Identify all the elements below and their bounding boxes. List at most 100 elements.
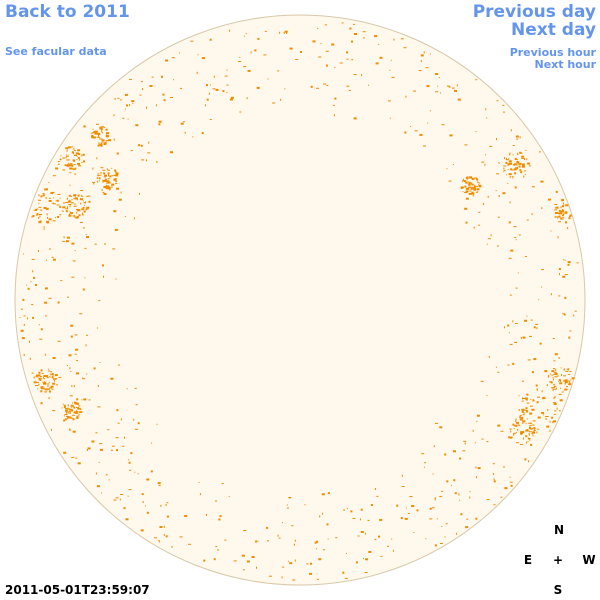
facula-speckle <box>480 380 484 382</box>
facula-speckle <box>310 85 313 88</box>
facula-speckle <box>564 381 568 384</box>
facula-speckle <box>68 214 72 217</box>
facula-speckle <box>522 398 525 399</box>
facula-speckle <box>551 370 555 373</box>
facula-speckle <box>98 180 100 182</box>
facula-speckle <box>474 442 476 444</box>
facula-speckle <box>306 563 309 565</box>
facula-speckle <box>135 428 138 430</box>
facula-speckle <box>148 141 150 144</box>
facula-speckle <box>165 504 167 506</box>
facula-speckle <box>61 210 64 212</box>
facula-speckle <box>272 102 276 104</box>
facula-speckle <box>469 176 473 179</box>
facula-speckle <box>465 177 468 180</box>
see-facular-data-link[interactable]: See facular data <box>5 45 107 58</box>
facula-speckle <box>434 497 436 500</box>
facula-speckle <box>512 164 516 166</box>
facula-speckle <box>319 515 321 518</box>
facula-speckle <box>242 569 245 571</box>
facula-speckle <box>536 401 539 404</box>
facula-speckle <box>93 367 96 370</box>
facula-speckle <box>504 156 506 159</box>
facula-speckle <box>84 204 85 206</box>
facula-speckle <box>47 370 50 372</box>
facula-speckle <box>524 174 526 176</box>
facula-speckle <box>33 381 37 384</box>
facula-speckle <box>514 186 517 189</box>
facula-speckle <box>105 134 109 137</box>
facula-speckle <box>226 69 228 71</box>
facula-speckle <box>42 194 45 197</box>
facula-speckle <box>77 407 80 410</box>
facula-speckle <box>282 566 285 568</box>
facula-speckle <box>98 300 101 302</box>
facula-speckle <box>518 425 520 427</box>
facula-speckle <box>346 51 349 54</box>
facula-speckle <box>368 84 369 86</box>
facula-speckle <box>407 512 410 514</box>
facula-speckle <box>57 301 60 304</box>
facula-speckle <box>67 408 71 410</box>
facula-speckle <box>496 138 497 141</box>
facula-speckle <box>522 420 526 423</box>
facula-speckle <box>98 461 100 463</box>
facula-speckle <box>162 93 165 96</box>
facula-speckle <box>132 102 134 104</box>
facula-speckle <box>56 384 59 386</box>
facula-speckle <box>346 508 348 510</box>
facula-speckle <box>238 61 242 62</box>
facula-speckle <box>52 258 56 261</box>
facula-speckle <box>43 377 44 379</box>
facula-speckle <box>219 515 222 518</box>
facula-speckle <box>77 149 81 152</box>
facula-speckle <box>101 492 102 494</box>
facula-speckle <box>459 457 462 460</box>
facula-speckle <box>488 355 490 358</box>
facula-speckle <box>506 157 507 160</box>
facula-speckle <box>228 495 230 497</box>
facula-speckle <box>539 342 542 345</box>
facula-speckle <box>179 52 180 54</box>
facula-speckle <box>78 407 81 409</box>
previous-hour-link[interactable]: Previous hour <box>509 46 596 59</box>
back-to-year-link[interactable]: Back to 2011 <box>5 2 130 22</box>
facula-speckle <box>505 174 507 176</box>
facula-speckle <box>331 43 335 46</box>
facula-speckle <box>104 174 107 177</box>
previous-day-link[interactable]: Previous day <box>472 2 596 22</box>
facula-speckle <box>521 432 523 435</box>
facula-speckle <box>465 190 469 193</box>
facula-speckle <box>476 414 480 417</box>
facula-speckle <box>79 158 81 161</box>
facula-speckle <box>46 259 47 261</box>
facula-speckle <box>522 422 524 424</box>
facula-speckle <box>184 131 186 134</box>
facula-speckle <box>103 275 104 278</box>
facula-speckle <box>111 167 113 169</box>
facula-speckle <box>391 76 395 78</box>
facula-speckle <box>76 159 78 161</box>
facula-speckle <box>66 149 68 152</box>
facula-speckle <box>78 214 81 217</box>
facula-speckle <box>503 169 506 171</box>
next-day-link[interactable]: Next day <box>511 20 596 40</box>
facula-speckle <box>352 517 356 519</box>
facula-speckle <box>30 281 32 283</box>
facula-speckle <box>541 269 544 271</box>
facula-speckle <box>120 191 122 194</box>
facula-speckle <box>64 408 68 409</box>
facula-speckle <box>192 136 194 138</box>
facula-speckle <box>476 178 479 181</box>
facula-speckle <box>54 378 57 380</box>
facula-speckle <box>266 526 269 529</box>
facula-speckle <box>517 272 519 274</box>
facula-speckle <box>561 373 562 376</box>
facula-speckle <box>73 194 77 197</box>
facula-speckle <box>159 526 163 528</box>
facula-speckle <box>498 162 500 164</box>
next-hour-link[interactable]: Next hour <box>534 58 597 71</box>
facula-speckle <box>102 191 105 193</box>
facula-speckle <box>544 370 548 373</box>
facula-speckle <box>508 173 512 176</box>
